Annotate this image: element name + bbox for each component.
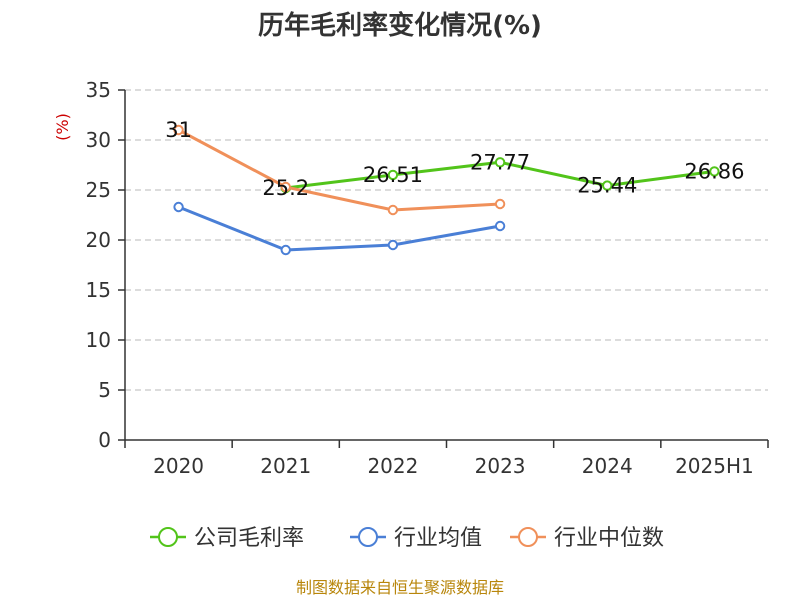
chart-title: 历年毛利率变化情况(%) — [258, 10, 542, 41]
y-tick-label: 15 — [86, 278, 111, 302]
source-note: 制图数据来自恒生聚源数据库 — [296, 578, 504, 597]
legend: 公司毛利率 行业均值 行业中位数 — [150, 526, 664, 551]
data-point[interactable] — [494, 198, 506, 210]
data-label: 26.86 — [684, 159, 744, 183]
legend-label: 公司毛利率 — [194, 526, 304, 551]
data-point[interactable] — [709, 166, 720, 177]
data-point[interactable] — [387, 204, 399, 216]
x-tick-label: 2025H1 — [675, 454, 754, 478]
grid-layer — [125, 89, 768, 391]
data-label: 31 — [165, 118, 192, 142]
legend-marker — [358, 527, 378, 547]
data-label: 26.51 — [363, 163, 423, 187]
data-point[interactable] — [602, 180, 613, 191]
y-tick-label: 30 — [86, 128, 111, 152]
x-tick-label: 2024 — [582, 454, 633, 478]
data-label-layer: 25.2 26.51 27.77 25.44 26.86 31 — [165, 118, 744, 200]
series-line — [177, 128, 502, 212]
legend-marker — [158, 527, 178, 547]
legend-marker — [518, 527, 538, 547]
series-3 — [173, 124, 506, 216]
axis-layer: 0 5 10 15 20 25 30 35 2020 2021 2022 2023 2024 2025H1 — [86, 78, 769, 478]
data-point[interactable] — [280, 181, 291, 193]
data-label: 27.77 — [470, 150, 530, 174]
x-tick-label: 2021 — [260, 454, 311, 478]
data-point[interactable] — [387, 169, 399, 181]
legend-item[interactable]: 行业中位数 — [510, 526, 664, 551]
series-2 — [173, 201, 506, 256]
data-label: 25.44 — [577, 174, 637, 198]
y-tick-label: 35 — [86, 78, 111, 102]
y-tick-label: 0 — [98, 428, 111, 452]
y-axis-label: (%) — [53, 113, 72, 141]
series-line — [177, 205, 502, 252]
data-point[interactable] — [173, 201, 184, 213]
y-tick-label: 10 — [86, 328, 111, 352]
series-layer — [173, 124, 720, 256]
legend-label: 行业均值 — [394, 526, 482, 551]
y-tick-label: 5 — [98, 378, 111, 402]
data-point[interactable] — [173, 124, 184, 136]
data-label: 25.2 — [262, 176, 309, 200]
x-tick-label: 2022 — [367, 454, 418, 478]
legend-item[interactable]: 公司毛利率 — [150, 526, 304, 551]
legend-label: 行业中位数 — [554, 526, 664, 551]
data-point[interactable] — [494, 157, 506, 168]
y-tick-label: 20 — [86, 228, 111, 252]
data-point[interactable] — [494, 220, 506, 232]
y-tick-label: 25 — [86, 178, 111, 202]
data-point[interactable] — [387, 239, 399, 251]
x-tick-label: 2023 — [475, 454, 526, 478]
x-tick-label: 2020 — [153, 454, 204, 478]
data-point[interactable] — [280, 244, 291, 256]
legend-item[interactable]: 行业均值 — [350, 526, 482, 551]
